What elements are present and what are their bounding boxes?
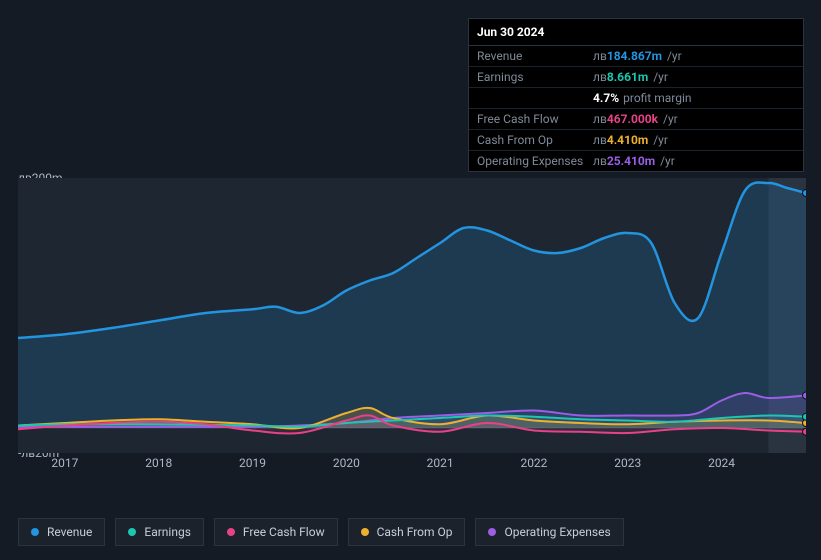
tooltip-key: Free Cash Flow <box>477 112 593 126</box>
x-tick-label: 2018 <box>145 456 172 470</box>
tooltip-row-revenue: Revenueлв184.867m /yr <box>469 46 803 67</box>
x-tick-label: 2019 <box>239 456 266 470</box>
tooltip-row-margin: 4.7%profit margin <box>469 88 803 109</box>
tooltip-row-cfo: Cash From Opлв4.410m /yr <box>469 130 803 151</box>
tooltip-key: Earnings <box>477 70 593 84</box>
financials-chart[interactable]: лв200mлв0-лв20m 201720182019202020212022… <box>18 158 806 478</box>
plot-area <box>18 178 806 453</box>
tooltip-value: лв467.000k /yr <box>593 112 795 126</box>
chart-tooltip: Jun 30 2024 Revenueлв184.867m /yrEarning… <box>468 18 804 172</box>
legend-label: Free Cash Flow <box>243 525 325 539</box>
chart-legend: Revenue Earnings Free Cash Flow Cash From O… <box>18 518 624 546</box>
tooltip-date: Jun 30 2024 <box>469 19 803 46</box>
x-tick-label: 2024 <box>708 456 735 470</box>
x-axis: 2017 2018 2019 2020 2021 2022 2023 2024 <box>18 456 806 476</box>
tooltip-row-fcf: Free Cash Flowлв467.000k /yr <box>469 109 803 130</box>
tooltip-value: лв4.410m /yr <box>593 133 795 147</box>
legend-item-earnings[interactable]: Earnings <box>115 518 204 546</box>
legend-item-cfo[interactable]: Cash From Op <box>348 518 466 546</box>
legend-label: Operating Expenses <box>504 525 610 539</box>
tooltip-key: Revenue <box>477 49 593 63</box>
x-tick-label: 2023 <box>614 456 641 470</box>
tooltip-value: 4.7%profit margin <box>593 91 795 105</box>
x-tick-label: 2022 <box>520 456 547 470</box>
legend-item-fcf[interactable]: Free Cash Flow <box>214 518 338 546</box>
legend-item-revenue[interactable]: Revenue <box>18 518 105 546</box>
x-tick-label: 2017 <box>51 456 78 470</box>
legend-label: Revenue <box>47 525 92 539</box>
legend-swatch <box>488 528 496 536</box>
x-tick-label: 2021 <box>427 456 454 470</box>
legend-swatch <box>128 528 136 536</box>
legend-label: Earnings <box>144 525 191 539</box>
legend-swatch <box>31 528 39 536</box>
tooltip-value: лв184.867m /yr <box>593 49 795 63</box>
legend-swatch <box>227 528 235 536</box>
tooltip-value: лв8.661m /yr <box>593 70 795 84</box>
legend-label: Cash From Op <box>377 525 453 539</box>
tooltip-key: Cash From Op <box>477 133 593 147</box>
legend-item-opex[interactable]: Operating Expenses <box>475 518 623 546</box>
tooltip-key <box>477 91 593 105</box>
legend-swatch <box>361 528 369 536</box>
x-tick-label: 2020 <box>333 456 360 470</box>
tooltip-row-earnings: Earningsлв8.661m /yr <box>469 67 803 88</box>
